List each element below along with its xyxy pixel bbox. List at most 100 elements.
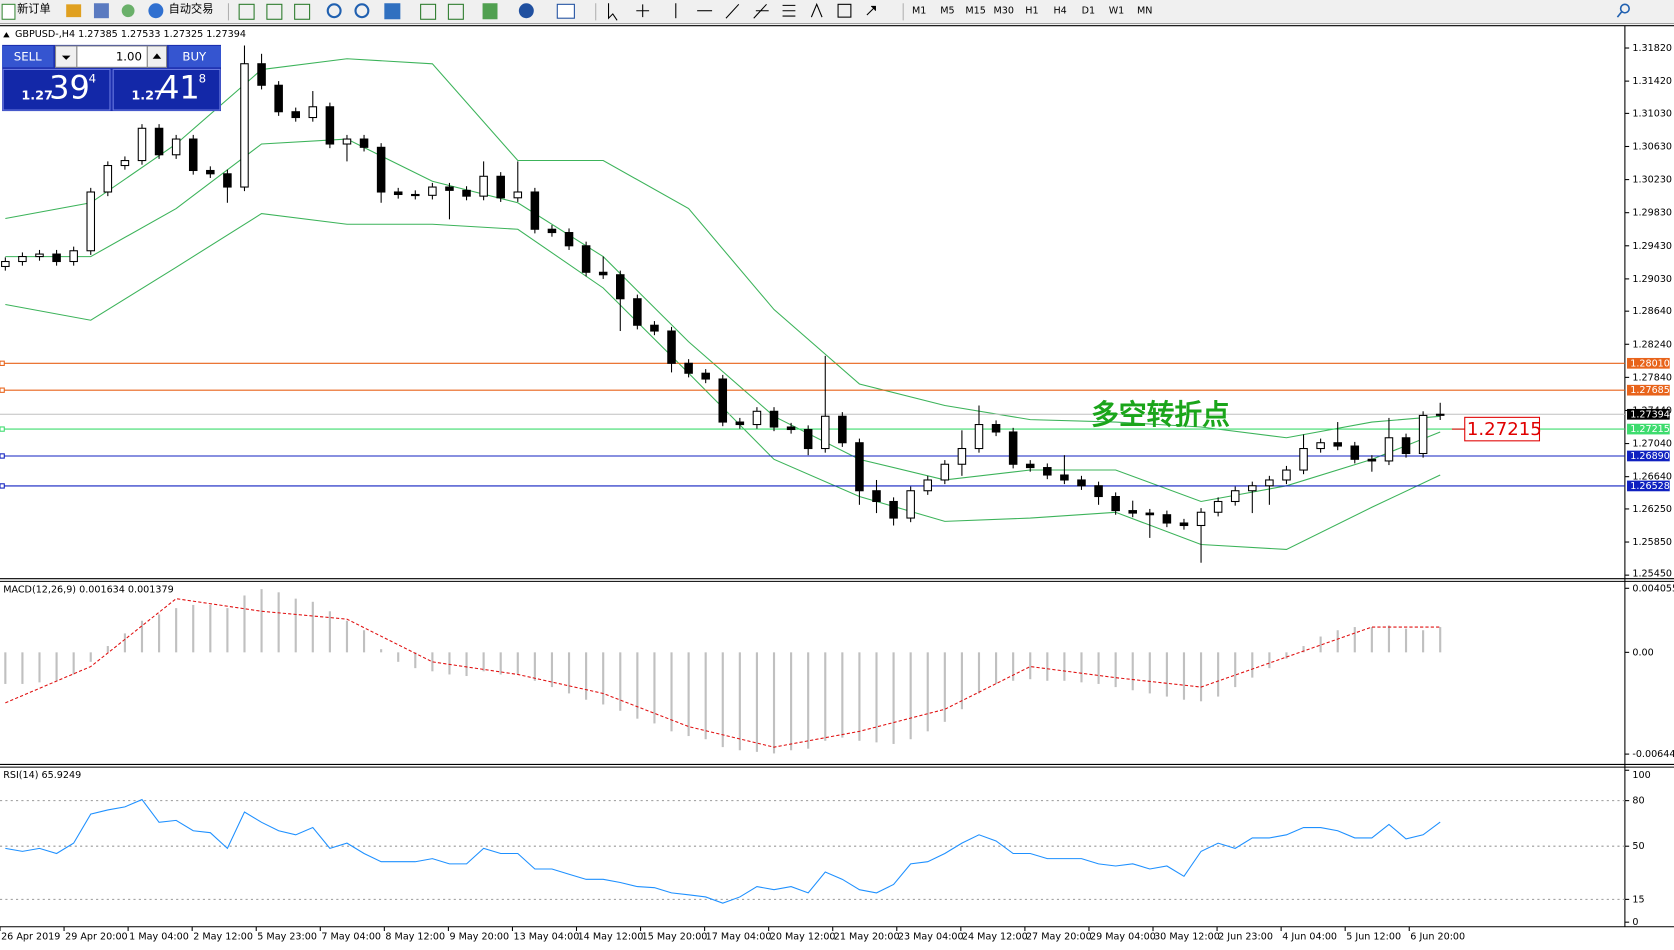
macd-bar	[841, 652, 844, 738]
x-tick-label: 23 May 04:00	[898, 931, 964, 942]
auto-trading-icon[interactable]	[148, 3, 164, 19]
timeframe-button[interactable]: M30	[994, 6, 1015, 17]
macd-bar	[926, 652, 929, 732]
toolbar-icon[interactable]	[420, 3, 437, 20]
toolbar-icon[interactable]	[66, 4, 82, 18]
toolbar-icon[interactable]	[447, 3, 464, 20]
candle-body	[1213, 500, 1223, 513]
macd-bar	[414, 652, 417, 669]
y-tick-label: 1.26640	[1632, 472, 1672, 483]
macd-bar	[4, 652, 7, 684]
chart-title-arrow	[3, 32, 10, 38]
macd-bar	[1097, 652, 1100, 684]
candle-body	[428, 186, 437, 196]
crosshair-tool[interactable]	[636, 4, 650, 18]
timeframe-button[interactable]: M5	[940, 6, 954, 17]
current-price-box	[1627, 408, 1670, 420]
templates-button[interactable]	[556, 3, 575, 19]
y-tick-label: 1.30230	[1632, 175, 1672, 186]
timeframe-button[interactable]: H4	[1053, 6, 1066, 17]
toolbar-icon[interactable]	[93, 3, 109, 19]
macd-bar	[21, 652, 24, 684]
macd-bar	[824, 652, 827, 741]
zoom-out[interactable]	[354, 3, 370, 19]
plot-area: 1.31820 1.31420 1.31030 1.30630 1.30230 1.298…	[0, 29, 1674, 942]
y-tick-label: 1.29830	[1632, 208, 1672, 219]
y-tick-label: 80	[1632, 796, 1644, 807]
candle-body	[411, 193, 420, 197]
periods-button[interactable]	[518, 3, 534, 19]
timeframe-button[interactable]: M1	[912, 6, 926, 17]
sell-label[interactable]: SELL	[14, 50, 42, 64]
fibo-tool[interactable]	[782, 4, 796, 17]
timeframe-button[interactable]: M15	[965, 6, 986, 17]
trendline-tool[interactable]	[725, 3, 740, 19]
buy-label[interactable]: BUY	[182, 50, 207, 64]
y-tick-label: 0.004055	[1632, 583, 1674, 594]
candle-body	[393, 191, 403, 196]
macd-bar	[738, 652, 741, 751]
macd-bar	[294, 598, 297, 653]
y-tick-label: -0.006442	[1632, 749, 1674, 760]
sell-button[interactable]	[2, 45, 54, 68]
auto-trading-button[interactable]: 自动交易	[169, 2, 214, 16]
new-order-icon[interactable]	[1, 3, 16, 20]
macd-bar	[653, 652, 656, 724]
level-handle	[0, 360, 5, 366]
candle-body	[564, 232, 574, 247]
toolbar-icon[interactable]	[121, 4, 135, 18]
indicators-button[interactable]	[482, 3, 498, 20]
macd-bar	[1063, 652, 1066, 681]
x-tick-label: 4 Jun 04:00	[1282, 931, 1337, 942]
cursor-tool[interactable]	[607, 3, 618, 21]
toolbar-icon[interactable]	[266, 3, 283, 20]
lots-value[interactable]: 1.00	[116, 50, 142, 64]
timeframe-button[interactable]: MN	[1137, 6, 1152, 17]
candle-body	[1418, 414, 1428, 455]
candle-body	[240, 63, 249, 188]
channel-tool[interactable]	[753, 3, 769, 19]
new-order-button[interactable]: 新订单	[17, 2, 51, 16]
timeframe-button[interactable]: H1	[1025, 6, 1038, 17]
sell-price-small: 4	[89, 72, 96, 86]
y-tick-label: 1.28240	[1632, 339, 1672, 350]
macd-bar	[909, 652, 912, 740]
x-tick-label: 5 May 23:00	[257, 931, 317, 942]
toolbar-icon[interactable]	[238, 3, 255, 20]
timeframe-button[interactable]: D1	[1082, 6, 1096, 17]
macd-bar	[1285, 652, 1288, 659]
macd-bar	[1302, 646, 1305, 653]
candle-body	[1077, 479, 1086, 487]
zoom-in[interactable]	[326, 3, 342, 19]
buy-button[interactable]	[168, 45, 221, 68]
candle-body	[154, 127, 164, 156]
chart-title: GBPUSD-,H4 1.27385 1.27533 1.27325 1.273…	[15, 29, 246, 40]
candle-body	[325, 106, 335, 145]
x-tick-label: 9 May 20:00	[449, 931, 509, 942]
toolbar-icon[interactable]	[294, 3, 311, 20]
macd-bar	[106, 646, 109, 653]
level-handle	[0, 483, 5, 489]
macd-bar	[1114, 652, 1117, 688]
macd-bar	[311, 601, 314, 653]
level-handle	[0, 387, 5, 393]
arrows-tool[interactable]	[866, 5, 876, 16]
macd-bar	[277, 592, 280, 653]
candle-body	[872, 490, 881, 503]
sell-price-box[interactable]	[2, 68, 111, 111]
toolbar-icon[interactable]	[384, 3, 401, 20]
text-tool[interactable]	[810, 2, 823, 18]
candle-body	[1196, 511, 1206, 527]
candle-body	[86, 191, 96, 252]
macd-bar	[790, 652, 793, 751]
label-tool[interactable]	[837, 3, 852, 18]
x-tick-label: 14 May 12:00	[578, 931, 644, 942]
macd-bar	[1387, 625, 1391, 653]
macd-bar	[448, 652, 451, 675]
indicator-title: MACD(12,26,9) 0.001634 0.001379	[3, 584, 174, 595]
buy-price-box[interactable]	[112, 68, 221, 111]
timeframe-button[interactable]: W1	[1109, 6, 1125, 17]
candle-body	[188, 138, 198, 172]
search-button[interactable]	[1619, 3, 1630, 14]
